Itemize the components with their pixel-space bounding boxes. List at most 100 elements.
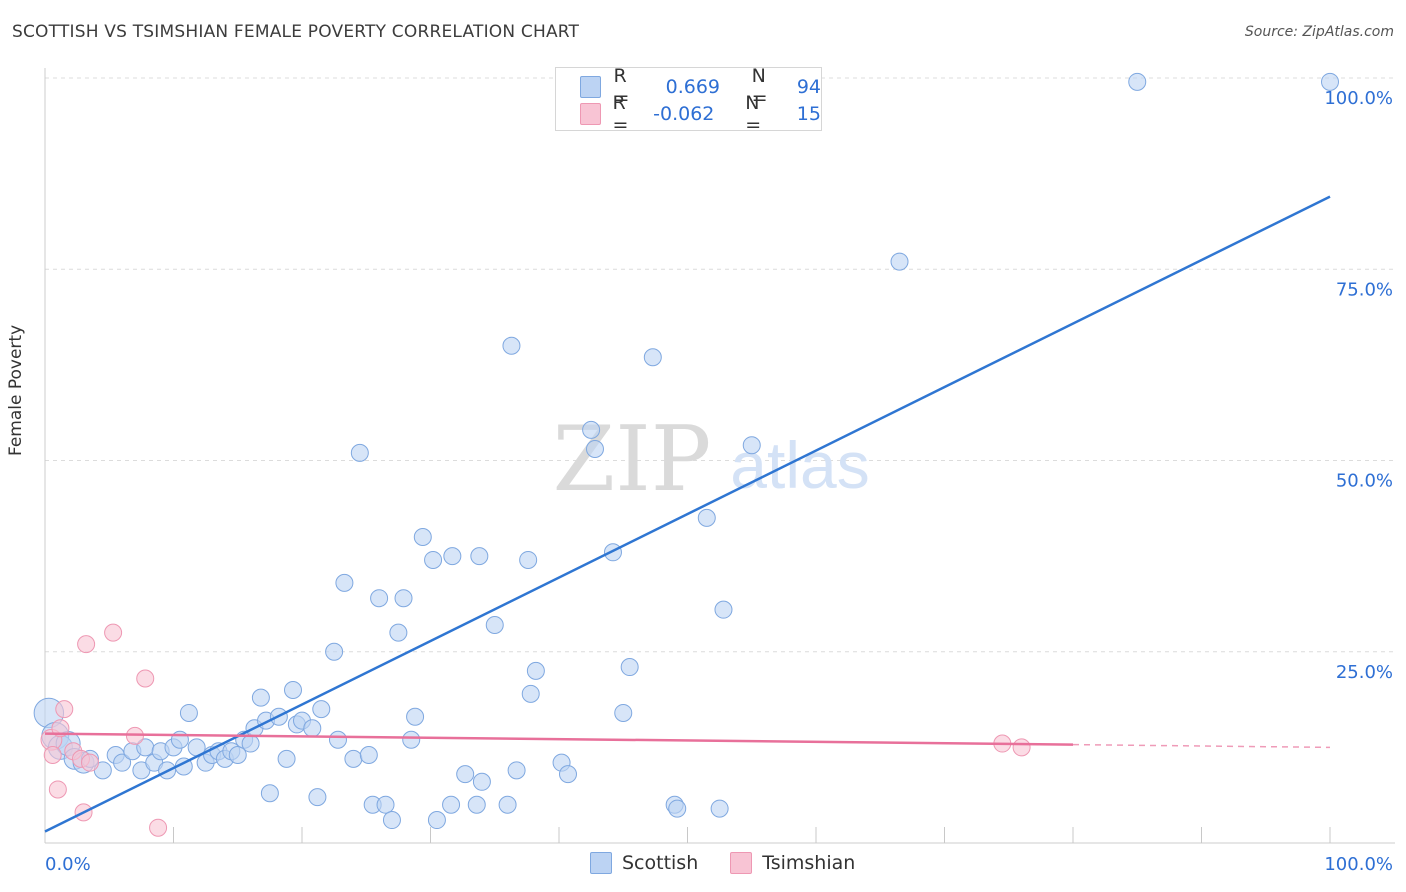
data-point	[668, 799, 687, 818]
data-point	[149, 818, 168, 837]
data-point	[467, 795, 486, 814]
correlation-legend: R = 0.669 N = 94 R = -0.062 N = 15	[555, 65, 822, 136]
data-point	[521, 684, 540, 703]
data-point	[742, 436, 761, 455]
data-point	[643, 348, 662, 367]
trend-lines	[44, 195, 1331, 833]
tsimshian-swatch	[580, 103, 601, 125]
y-tick-label: 100.0%	[1324, 88, 1393, 109]
data-point	[312, 700, 331, 719]
data-point	[582, 420, 601, 439]
y-tick-label: 75.0%	[1336, 279, 1393, 300]
tsimshian-n-value: 15	[796, 103, 821, 125]
data-point	[325, 642, 344, 661]
series-legend: Scottish Tsimshian	[590, 852, 887, 874]
data-point	[558, 765, 577, 784]
data-point	[328, 730, 347, 749]
data-point	[80, 753, 99, 772]
data-point	[502, 336, 521, 355]
scottish-r-value: 0.669	[665, 76, 721, 98]
data-point	[43, 746, 62, 765]
source-label: Source: ZipAtlas.com	[1244, 24, 1394, 40]
tsimshian-trend-extension	[1072, 743, 1331, 749]
data-point	[389, 623, 408, 642]
data-point	[284, 681, 303, 699]
data-point	[394, 589, 413, 608]
data-point	[526, 661, 545, 680]
data-point	[77, 635, 96, 654]
data-point	[370, 589, 389, 608]
data-point	[48, 780, 67, 799]
legend-row-scottish: R = 0.669 N = 94	[580, 65, 822, 109]
data-point	[382, 811, 401, 830]
data-point	[350, 443, 369, 462]
tick-labels: 25.0% 50.0% 75.0% 100.0% 0.0% 100.0%	[45, 88, 1393, 875]
data-point	[614, 703, 633, 722]
data-point	[113, 753, 132, 772]
x-tick-label: 100.0%	[1324, 854, 1393, 875]
data-point	[710, 799, 729, 818]
data-point	[1128, 72, 1147, 91]
data-point	[125, 726, 144, 745]
tsimshian-legend-swatch	[730, 852, 753, 874]
data-point	[1321, 72, 1339, 91]
legend-item-scottish[interactable]: Scottish	[590, 852, 698, 874]
data-point	[413, 528, 432, 546]
data-point	[303, 719, 322, 738]
data-point	[424, 550, 443, 569]
data-point	[260, 784, 279, 803]
y-axis-label: Female Poverty	[6, 324, 26, 456]
data-point	[277, 749, 296, 768]
data-point	[485, 615, 504, 634]
y-tick-label: 25.0%	[1336, 662, 1393, 683]
data-point	[697, 508, 716, 527]
data-point	[344, 749, 363, 768]
grid-lines	[45, 77, 1395, 653]
legend-item-tsimshian[interactable]: Tsimshian	[730, 852, 855, 874]
watermark-zip: ZIP	[553, 407, 712, 512]
scottish-n-value: 94	[796, 76, 822, 98]
data-point	[308, 788, 327, 807]
data-point	[136, 669, 155, 688]
data-point	[228, 746, 247, 765]
data-point	[241, 734, 260, 753]
tsimshian-points	[40, 623, 1031, 837]
tsimshian-trend-line	[44, 732, 1074, 746]
data-point	[335, 573, 354, 592]
data-point	[507, 761, 526, 780]
scottish-legend-label: Scottish	[622, 852, 699, 874]
data-point	[472, 772, 491, 791]
legend-r-label: R =	[613, 65, 630, 109]
legend-n-label: N =	[751, 65, 768, 109]
data-point	[620, 658, 639, 677]
tsimshian-legend-label: Tsimshian	[762, 852, 856, 874]
data-point	[376, 795, 395, 814]
legend-n-label: N =	[745, 92, 762, 136]
data-point	[1012, 738, 1031, 757]
data-point	[443, 547, 462, 566]
data-point	[104, 623, 123, 642]
data-point	[359, 746, 378, 765]
scottish-trend-line	[44, 195, 1331, 833]
data-point	[456, 765, 475, 784]
data-point	[442, 795, 461, 814]
legend-row-tsimshian: R = -0.062 N = 15	[580, 92, 821, 136]
x-tick-label: 0.0%	[45, 854, 91, 875]
y-tick-label: 50.0%	[1336, 471, 1393, 492]
data-point	[714, 600, 733, 619]
tsimshian-r-value: -0.062	[653, 103, 715, 125]
scottish-legend-swatch	[590, 852, 612, 874]
data-point	[603, 543, 622, 562]
data-point	[519, 550, 538, 569]
data-point	[251, 688, 270, 707]
data-point	[890, 252, 909, 271]
legend-r-label: R =	[612, 92, 629, 136]
scottish-swatch	[580, 76, 602, 98]
data-point	[498, 795, 517, 814]
data-point	[402, 730, 421, 749]
data-point	[585, 440, 604, 459]
watermark: ZIP atlas	[553, 407, 870, 512]
chart-title: SCOTTISH VS TSIMSHIAN FEMALE POVERTY COR…	[12, 22, 580, 42]
data-point	[470, 547, 489, 566]
